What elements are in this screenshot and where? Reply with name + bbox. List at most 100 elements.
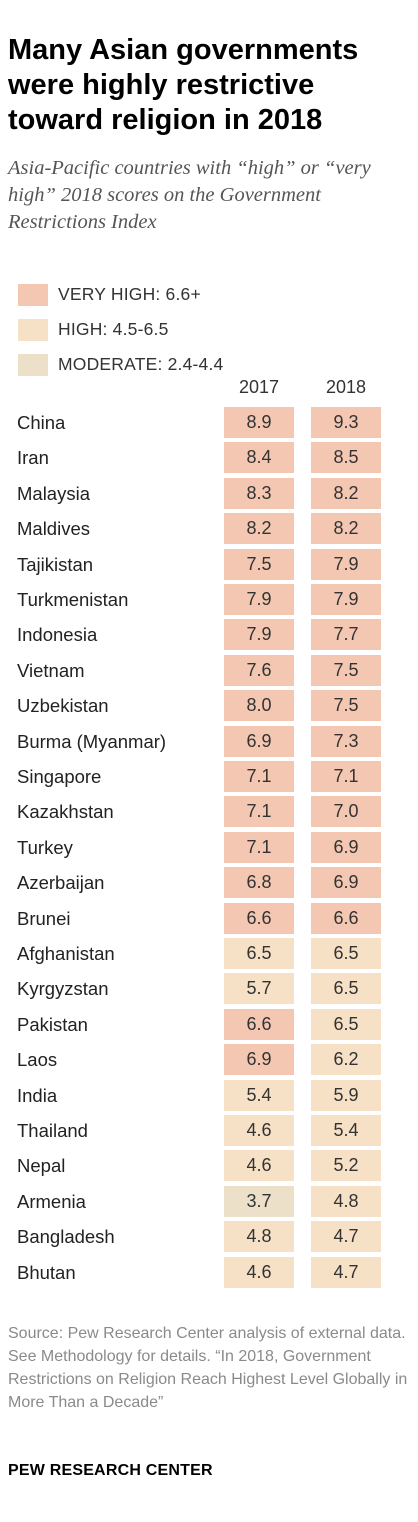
score-cell-2017: 4.6 <box>224 1115 294 1146</box>
legend-label-very-high: VERY HIGH: 6.6+ <box>58 284 201 304</box>
legend-swatch-high <box>18 318 48 341</box>
score-cell-2018: 7.1 <box>311 761 381 792</box>
country-label: Laos <box>17 1049 58 1071</box>
score-cell-2017: 6.6 <box>224 1008 294 1040</box>
country-label: Bangladesh <box>17 1226 115 1248</box>
table-row: Brunei 6.6 6.6 <box>0 901 418 936</box>
score-cell-2018: 6.6 <box>311 902 381 934</box>
country-label: China <box>17 412 66 433</box>
country-label: Kazakhstan <box>17 801 114 823</box>
score-cell-2017: 7.5 <box>224 548 294 580</box>
table-row: Armenia 3.7 4.8 <box>0 1184 418 1219</box>
score-cell-2017: 7.1 <box>224 796 294 828</box>
table-row: Uzbekistan 8.0 7.5 <box>0 688 418 723</box>
footer-brand: PEW RESEARCH CENTER <box>8 1462 213 1479</box>
country-label: Uzbekistan <box>17 695 109 717</box>
score-cell-2017: 8.4 <box>224 442 294 474</box>
score-cell-2018: 7.5 <box>311 654 381 686</box>
country-label: Azerbaijan <box>17 872 105 894</box>
score-cell-2017: 8.0 <box>224 690 294 722</box>
score-cell-2018: 6.9 <box>311 831 381 863</box>
legend-item-very-high: VERY HIGH: 6.6+ <box>18 277 398 312</box>
country-label: Armenia <box>17 1190 86 1212</box>
table-row: Nepal 4.6 5.2 <box>0 1148 418 1183</box>
score-cell-2017: 8.2 <box>224 513 294 545</box>
score-cell-2017: 8.9 <box>224 407 294 438</box>
chart-title: Many Asian governments were highly restr… <box>8 34 359 136</box>
chart-subtitle: Asia-Pacific countries with “high” or “v… <box>8 157 371 233</box>
country-label: Burma (Myanmar) <box>17 730 167 752</box>
score-cell-2018: 5.9 <box>311 1079 381 1111</box>
country-label: Iran <box>17 447 49 469</box>
score-cell-2018: 8.2 <box>311 513 381 545</box>
score-cell-2018: 4.7 <box>311 1221 381 1253</box>
score-cell-2018: 7.5 <box>311 690 381 722</box>
score-cell-2018: 8.2 <box>311 477 381 509</box>
score-cell-2018: 6.5 <box>311 938 381 969</box>
country-label: Thailand <box>17 1120 88 1141</box>
country-label: Brunei <box>17 907 71 929</box>
score-cell-2018: 4.7 <box>311 1256 381 1288</box>
score-cell-2017: 7.1 <box>224 761 294 792</box>
score-cell-2018: 6.2 <box>311 1044 381 1076</box>
table-row: Kyrgyzstan 5.7 6.5 <box>0 971 418 1006</box>
table-row: Bhutan 4.6 4.7 <box>0 1255 418 1290</box>
legend-swatch-moderate <box>18 353 48 376</box>
table-row: Turkey 7.1 6.9 <box>0 830 418 865</box>
score-cell-2018: 5.4 <box>311 1115 381 1146</box>
table-row: Kazakhstan 7.1 7.0 <box>0 794 418 829</box>
country-label: India <box>17 1084 58 1106</box>
column-header-2018: 2018 <box>325 377 367 397</box>
score-cell-2017: 4.6 <box>224 1256 294 1288</box>
table-row: Azerbaijan 6.8 6.9 <box>0 865 418 900</box>
country-label: Turkmenistan <box>17 589 129 610</box>
legend-swatch-very-high <box>18 283 48 306</box>
score-cell-2018: 7.0 <box>311 796 381 828</box>
score-cell-2017: 6.6 <box>224 902 294 934</box>
table-row: Singapore 7.1 7.1 <box>0 759 418 794</box>
score-cell-2018: 6.5 <box>311 973 381 1005</box>
column-header-2017: 2017 <box>238 377 280 397</box>
table-row: Tajikistan 7.5 7.9 <box>0 547 418 582</box>
score-cell-2017: 5.4 <box>224 1079 294 1111</box>
score-cell-2018: 6.9 <box>311 867 381 899</box>
table-row: Vietnam 7.6 7.5 <box>0 653 418 688</box>
country-label: Malaysia <box>17 482 90 504</box>
table-row: Turkmenistan 7.9 7.9 <box>0 582 418 617</box>
score-cell-2017: 7.9 <box>224 619 294 651</box>
score-cell-2017: 7.1 <box>224 831 294 863</box>
table-row: Iran 8.4 8.5 <box>0 440 418 475</box>
legend-item-high: HIGH: 4.5-6.5 <box>18 312 398 347</box>
score-cell-2018: 7.3 <box>311 725 381 757</box>
country-label: Turkey <box>17 836 73 858</box>
score-cell-2018: 9.3 <box>311 407 381 438</box>
score-cell-2017: 4.8 <box>224 1221 294 1253</box>
table-row: China 8.9 9.3 <box>0 405 418 440</box>
score-cell-2017: 3.7 <box>224 1185 294 1217</box>
score-cell-2018: 8.5 <box>311 442 381 474</box>
country-label: Vietnam <box>17 659 85 681</box>
legend: VERY HIGH: 6.6+ HIGH: 4.5-6.5 MODERATE: … <box>18 277 398 382</box>
table-row: Thailand 4.6 5.4 <box>0 1113 418 1148</box>
table-row: Burma (Myanmar) 6.9 7.3 <box>0 724 418 759</box>
country-label: Tajikistan <box>17 553 94 575</box>
country-label: Pakistan <box>17 1013 88 1035</box>
score-cell-2017: 6.9 <box>224 725 294 757</box>
legend-label-high: HIGH: 4.5-6.5 <box>58 319 169 339</box>
country-label: Nepal <box>17 1155 66 1177</box>
score-cell-2017: 4.6 <box>224 1150 294 1182</box>
table-row: Laos 6.9 6.2 <box>0 1042 418 1077</box>
table-row: India 5.4 5.9 <box>0 1078 418 1113</box>
score-cell-2018: 7.9 <box>311 584 381 615</box>
table-row: Pakistan 6.6 6.5 <box>0 1007 418 1042</box>
legend-label-moderate: MODERATE: 2.4-4.4 <box>58 354 224 374</box>
source-note: Source: Pew Research Center analysis of … <box>8 1325 408 1411</box>
country-label: Indonesia <box>17 624 98 646</box>
score-cell-2017: 6.8 <box>224 867 294 899</box>
legend-item-moderate: MODERATE: 2.4-4.4 <box>18 347 398 382</box>
score-cell-2017: 7.6 <box>224 654 294 686</box>
table-row: Maldives 8.2 8.2 <box>0 511 418 546</box>
table-row: Indonesia 7.9 7.7 <box>0 617 418 652</box>
country-label: Afghanistan <box>17 943 115 964</box>
score-cell-2018: 7.9 <box>311 548 381 580</box>
